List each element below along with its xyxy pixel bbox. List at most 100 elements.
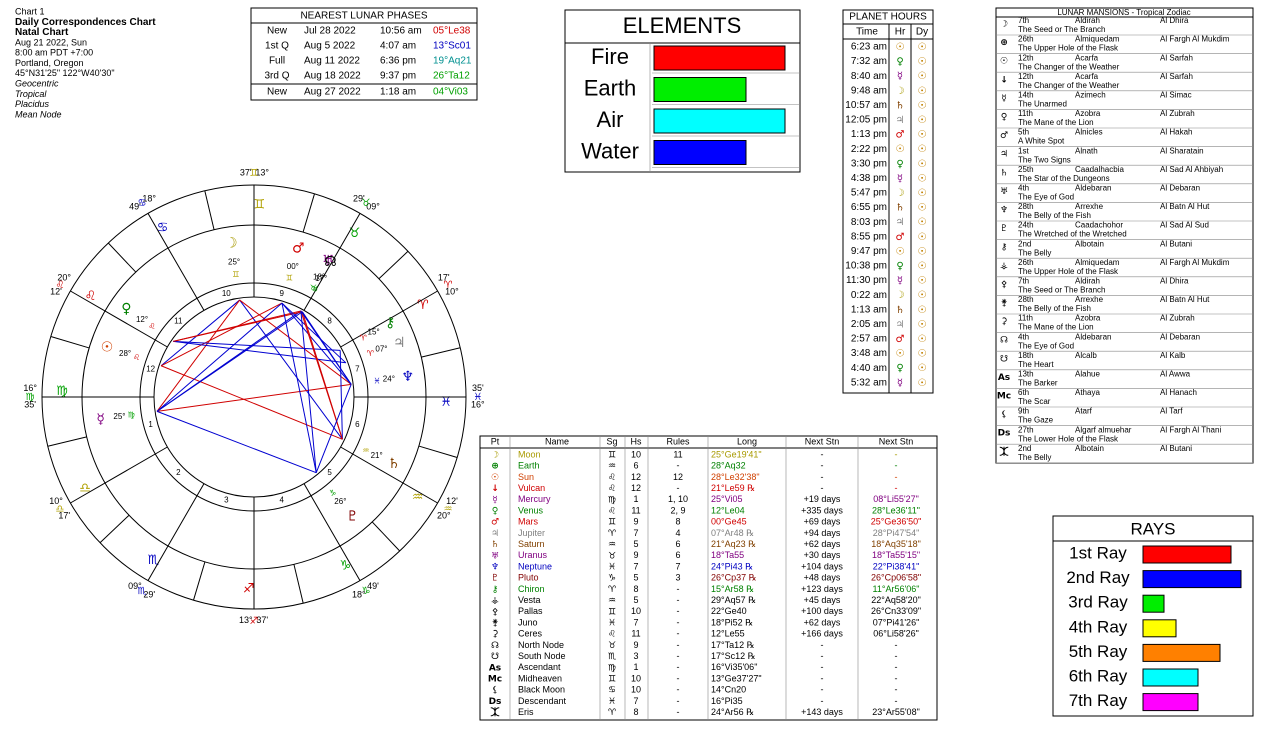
wheel-planet-degree: 25° — [113, 412, 125, 421]
zodiac-sign: ♒ — [412, 490, 424, 505]
planet-house: 9 — [633, 550, 638, 560]
phase-time: 10:56 am — [380, 26, 422, 37]
hour-ruler: ♄ — [896, 100, 905, 111]
table-header: Sg — [606, 436, 617, 446]
planet-house: 7 — [633, 696, 638, 706]
planet-house: 8 — [633, 707, 638, 717]
mansion-arabic: Al Dhira — [1160, 16, 1189, 25]
aspect-line — [300, 310, 317, 473]
wheel-planet-sign: ♊ — [232, 270, 239, 279]
planet-house: 1 — [633, 494, 638, 504]
wheel-planet-sign: ♈ — [367, 349, 374, 358]
planet-rules: - — [677, 606, 680, 616]
mansion-glyph: ♃ — [1000, 150, 1008, 160]
wheel-planet-degree: 26° — [334, 497, 346, 506]
planet-name: Jupiter — [518, 528, 545, 538]
planet-sign: ♊ — [608, 607, 616, 617]
wheel-planet-sign: ♌ — [133, 353, 140, 362]
planet-name: Vulcan — [518, 483, 545, 493]
zodiac-sign: ♐ — [243, 581, 255, 596]
mansion-arabic: Al Hakah — [1160, 128, 1192, 137]
planet-sign: ♒ — [608, 540, 616, 550]
planet-rules: 1, 10 — [668, 494, 688, 504]
next-station-days: - — [821, 662, 824, 672]
planet-longitude: 15°Ar58 ℞ — [711, 584, 754, 594]
planet-glyph: ↓ — [491, 484, 499, 494]
mansion-glyph: ☊ — [1000, 336, 1008, 346]
next-station-position: 28°Le36'11" — [872, 505, 920, 515]
house-number: 2 — [176, 468, 181, 477]
mansion-arabic: Al Simac — [1160, 91, 1192, 100]
cusp-sign: ♓ — [474, 392, 483, 403]
mansion-arabic: Al Debaran — [1160, 184, 1200, 193]
mansion-arabic: Al Dhira — [1160, 277, 1189, 286]
phase-position: 04°Vi03 — [433, 87, 468, 98]
mansion-name: Aldebaran — [1075, 332, 1111, 341]
wheel-planet: ♂ — [292, 240, 305, 256]
aspect-line — [160, 299, 240, 367]
planet-sign: ♌ — [608, 473, 616, 483]
planet-name: Juno — [518, 617, 538, 627]
planet-longitude: 07°Ar48 ℞ — [711, 528, 754, 538]
next-station-position: 08°Li55'27" — [873, 494, 919, 504]
cusp-sign: ♒ — [444, 504, 453, 515]
planet-rules: 4 — [675, 528, 680, 538]
wheel-planet: ♀ — [121, 301, 131, 317]
cusp-degree: 20° — [57, 272, 71, 282]
sign-boundary — [47, 436, 87, 447]
wheel-planet-sign: ♒ — [362, 446, 369, 455]
mansion-number: 26th — [1018, 258, 1034, 267]
planet-glyph: ☽ — [491, 451, 499, 461]
next-station-days: - — [821, 640, 824, 650]
mansion-meaning: The Belly of the Fish — [1018, 211, 1091, 220]
table-header: Pt — [491, 436, 500, 446]
day-ruler: ☉ — [918, 159, 927, 170]
wheel-planet-degree: 24° — [383, 375, 395, 384]
planet-longitude: 25°Ge19'41" — [711, 449, 762, 459]
mansion-meaning: The Upper Hole of the Flask — [1018, 267, 1119, 276]
mansion-meaning: The Star of the Dungeons — [1018, 174, 1110, 183]
header-line: Chart 1 — [15, 6, 45, 16]
next-station-days: +62 days — [804, 617, 841, 627]
planet-glyph: ⚸ — [492, 686, 499, 696]
next-station-position: 25°Ge36'50" — [871, 517, 922, 527]
planet-rules: - — [677, 483, 680, 493]
cusp-minute: 29' — [353, 193, 365, 203]
mansion-number: 7th — [1018, 277, 1029, 286]
mansion-glyph: ⚶ — [1000, 261, 1008, 271]
phase-date: Aug 11 2022 — [304, 56, 360, 67]
planet-rules: - — [677, 595, 680, 605]
planet-sign: ♏ — [608, 652, 616, 662]
planet-rules: 2, 9 — [670, 505, 685, 515]
cusp-degree: 13° — [255, 168, 269, 178]
table-header: Name — [545, 436, 569, 446]
next-station-position: 18°Aq35'18" — [871, 539, 921, 549]
mansion-name: Albotain — [1075, 444, 1104, 453]
hour-time: 1:13 am — [851, 304, 887, 315]
house-number: 8 — [327, 316, 332, 325]
ray-bar — [1142, 570, 1242, 589]
hour-time: 9:47 pm — [851, 246, 887, 257]
planet-name: Descendant — [518, 696, 567, 706]
day-ruler: ☉ — [918, 86, 927, 97]
planet-name: Pluto — [518, 573, 539, 583]
cusp-minute: 29' — [143, 589, 155, 599]
mansion-glyph: ☉ — [1000, 57, 1008, 67]
planet-glyph: Mc — [488, 675, 502, 685]
mansion-name: Athaya — [1075, 388, 1100, 397]
planet-house: 11 — [631, 505, 640, 515]
aspect-line — [160, 302, 283, 367]
planet-hours-box — [842, 9, 934, 394]
hour-time: 2:57 am — [851, 334, 887, 345]
house-cusp — [340, 446, 438, 504]
mansion-meaning: The Mane of the Lion — [1018, 118, 1094, 127]
sign-boundary — [50, 336, 90, 349]
table-header: Next Stn — [879, 436, 914, 446]
cusp-sign: ♎ — [56, 504, 65, 515]
mansion-glyph: ♀ — [1001, 113, 1008, 123]
hour-time: 12:05 pm — [845, 115, 887, 126]
ray-label: 4th Ray — [1069, 617, 1128, 636]
sign-boundary — [293, 564, 304, 604]
wheel-planet-sign: ♑ — [329, 488, 336, 497]
hour-ruler: ♀ — [896, 57, 903, 68]
